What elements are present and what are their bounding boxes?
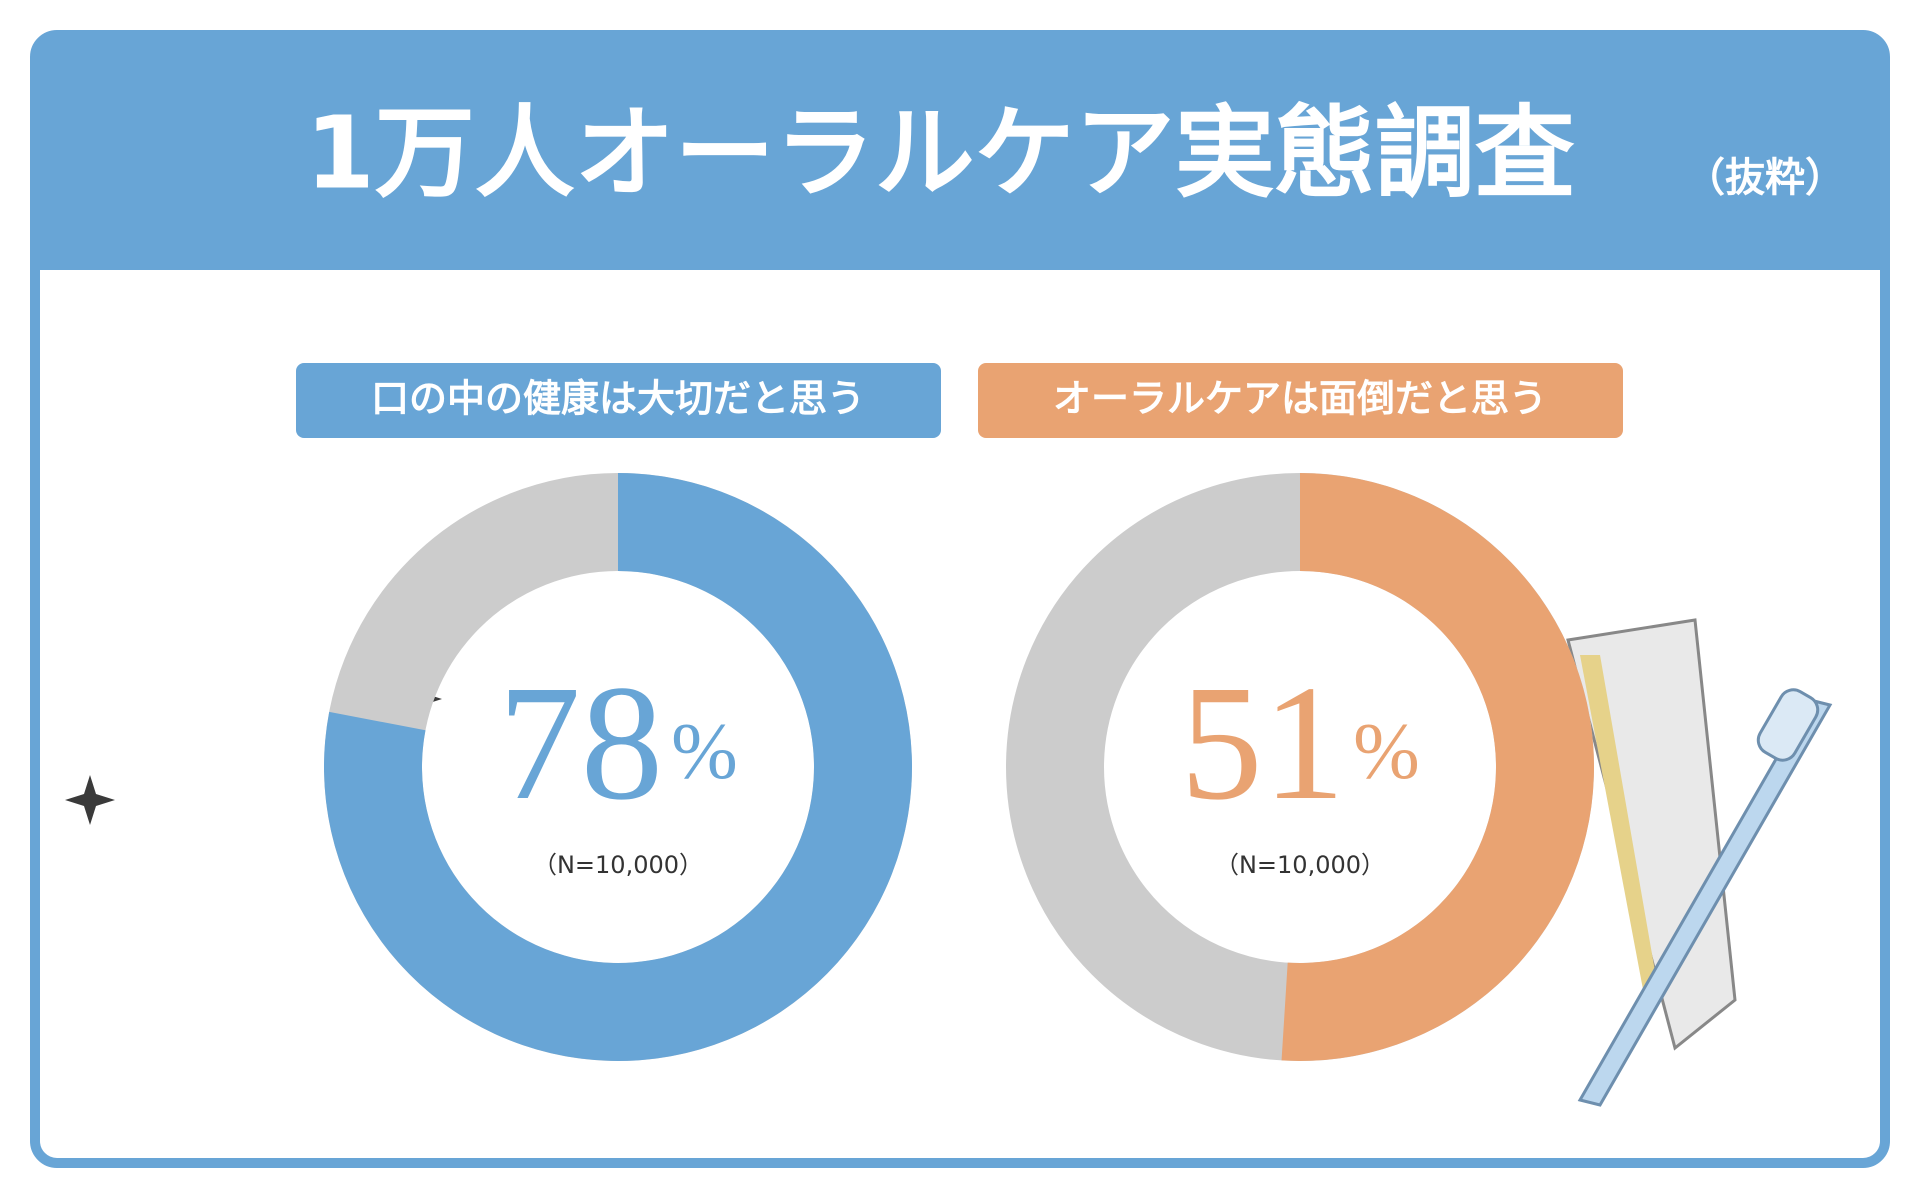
header-band xyxy=(35,35,1885,270)
title: 1万人オーラルケア実態調査 xyxy=(305,94,1575,211)
label-box xyxy=(296,363,941,438)
sample-note: （N=10,000） xyxy=(533,851,703,879)
sample-note: （N=10,000） xyxy=(1215,851,1385,879)
value-label: 51% xyxy=(1180,651,1420,834)
label-box xyxy=(978,363,1623,438)
chart-label: 口の中の健康は大切だと思う xyxy=(371,377,865,421)
chart-label: オーラルケアは面倒だと思う xyxy=(1053,377,1547,421)
donut-segment xyxy=(324,473,913,1062)
donut-segment xyxy=(1281,473,1595,1062)
toothpaste-illustration xyxy=(1566,618,1833,1107)
value-label: 78% xyxy=(498,651,738,834)
subtitle: （抜粋） xyxy=(1685,155,1845,201)
